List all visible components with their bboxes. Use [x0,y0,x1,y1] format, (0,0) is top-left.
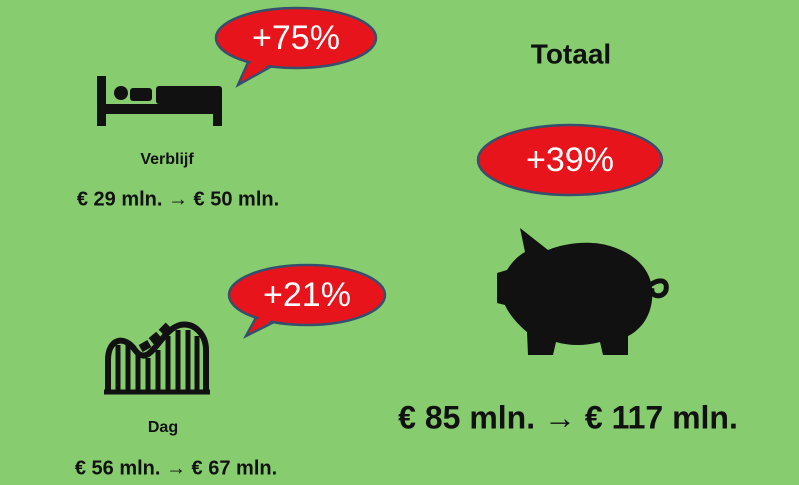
amount-verblijf: € 29 mln. → € 50 mln. [77,188,279,210]
change-totaal: +39% [526,141,614,179]
coaster-icon [104,321,210,395]
bubble-dag [227,263,387,339]
change-dag: +21% [263,276,351,314]
label-verblijf: Verblijf [140,151,194,168]
amount-dag: € 56 mln. → € 67 mln. [75,457,277,479]
amount-totaal: € 85 mln. → € 117 mln. [398,399,738,435]
bed-icon [97,76,222,126]
title-totaal: Totaal [531,38,611,69]
bubble-verblijf [214,6,378,88]
piggy-icon [497,228,669,355]
change-verblijf: +75% [252,19,340,57]
bubble-totaal [476,123,664,197]
label-dag: Dag [148,419,178,436]
